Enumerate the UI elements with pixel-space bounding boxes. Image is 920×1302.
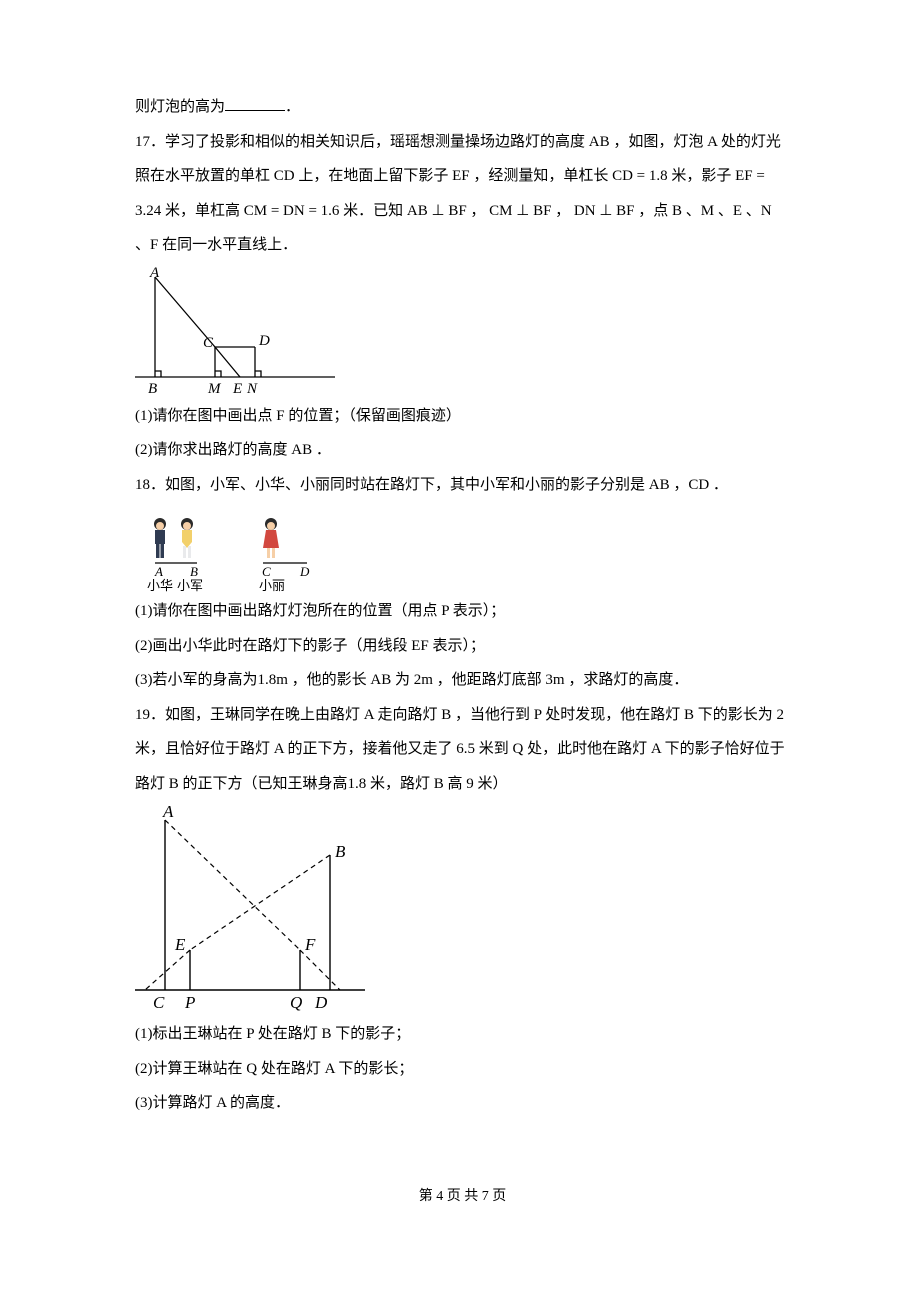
line-top: 则灯泡的高为 ． <box>135 90 790 125</box>
q18-sub3: (3)若小军的身高为1.8m ，他的影长 AB 为 2m ，他距路灯底部 3m … <box>135 663 790 698</box>
lbl-C: C <box>203 335 214 351</box>
figure-xiaoli <box>263 518 279 558</box>
lbl-N: N <box>246 381 258 397</box>
q19-sub2: (2)计算王琳站在 Q 处在路灯 A 下的影长； <box>135 1052 790 1087</box>
line-top-text: 则灯泡的高为 <box>135 99 225 115</box>
lbl19-F: F <box>304 935 316 954</box>
q17-diagram: A B C D M E N <box>135 267 790 397</box>
fill-blank[interactable] <box>225 95 285 111</box>
lbl19-D: D <box>314 993 328 1012</box>
q19-sub1: (1)标出王琳站在 P 处在路灯 B 下的影子； <box>135 1017 790 1052</box>
lbl-M: M <box>207 381 222 397</box>
lbl19-P: P <box>184 993 195 1012</box>
q18-sub2: (2)画出小华此时在路灯下的影子（用线段 EF 表示）； <box>135 629 790 664</box>
q19-diagram: A B E F C P Q D <box>135 805 790 1015</box>
line-top-suffix: ． <box>285 99 300 115</box>
q18-sub1: (1)请你在图中画出路灯灯泡所在的位置（用点 P 表示）； <box>135 594 790 629</box>
figure-xiaohua <box>154 518 166 558</box>
q17-text: 17．学习了投影和相似的相关知识后，瑶瑶想测量操场边路灯的高度 AB ，如图，灯… <box>135 125 790 263</box>
lbl-E: E <box>232 381 242 397</box>
lbl18-B: B <box>190 564 198 579</box>
lbl18-jun: 小军 <box>177 578 203 592</box>
q17-sub2: (2)请你求出路灯的高度 AB ． <box>135 433 790 468</box>
lbl-B: B <box>148 381 157 397</box>
q19-text: 19．如图，王琳同学在晚上由路灯 A 走向路灯 B ，当他行到 P 处时发现，他… <box>135 698 790 802</box>
lbl19-Q: Q <box>290 993 302 1012</box>
lbl19-B: B <box>335 842 346 861</box>
q19-sub3: (3)计算路灯 A 的高度． <box>135 1086 790 1121</box>
lbl19-C: C <box>153 993 165 1012</box>
q17-sub1: (1)请你在图中画出点 F 的位置；（保留画图痕迹） <box>135 399 790 434</box>
lbl18-C: C <box>262 564 271 579</box>
lbl18-A: A <box>154 564 163 579</box>
lbl18-li: 小丽 <box>259 578 285 592</box>
lbl-A: A <box>149 267 160 281</box>
lbl19-E: E <box>174 935 186 954</box>
lbl-D: D <box>258 333 270 349</box>
lbl18-hua: 小华 <box>147 578 173 592</box>
lbl19-A: A <box>162 805 174 821</box>
lbl18-D: D <box>299 564 310 579</box>
figure-xiaojun <box>181 518 193 558</box>
q18-text: 18．如图，小军、小华、小丽同时站在路灯下，其中小军和小丽的影子分别是 AB ，… <box>135 468 790 503</box>
page-footer: 第 4 页 共 7 页 <box>135 1181 790 1213</box>
q18-diagram: A B C D 小华 小军 小丽 <box>135 506 790 592</box>
